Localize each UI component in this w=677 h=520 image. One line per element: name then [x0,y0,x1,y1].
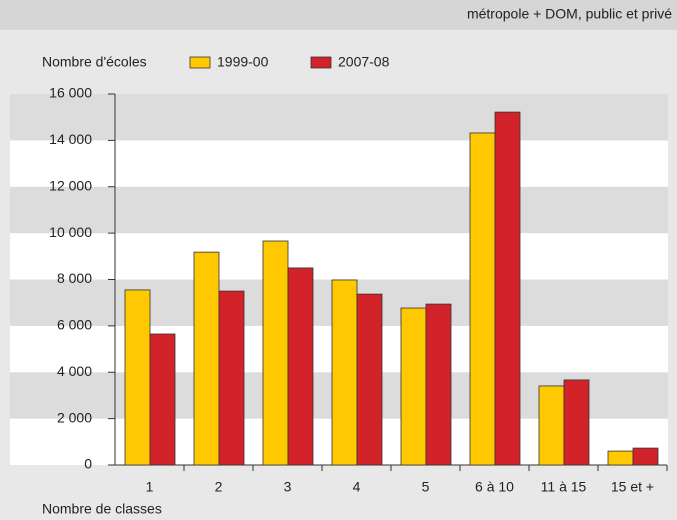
bar [193,251,220,466]
subtitle: métropole + DOM, public et privé [467,6,672,22]
y-tick-label: 2 000 [57,409,92,425]
bar [149,333,176,466]
x-tick-label: 15 et + [611,479,654,495]
bar [262,240,289,466]
x-tick-label: 1 [146,479,154,495]
x-tick-label: 2 [215,479,223,495]
bar [494,111,521,466]
grid-band [10,140,668,187]
bar [331,279,358,466]
bar [563,379,590,466]
y-tick-label: 12 000 [49,177,92,193]
y-tick-label: 0 [84,456,92,472]
grid-band [10,94,668,141]
y-tick-label: 8 000 [57,270,92,286]
x-tick-label: 6 à 10 [475,479,514,495]
y-axis-title: Nombre d'écoles [42,54,147,70]
y-tick-label: 16 000 [49,85,92,101]
bar [218,290,245,466]
bar [124,289,151,466]
bar [469,132,496,466]
x-tick-label: 5 [422,479,430,495]
x-tick-label: 3 [284,479,292,495]
x-tick-label: 11 à 15 [541,479,587,495]
header-band [0,0,677,30]
bar [538,385,565,466]
bar [287,267,314,466]
bar [607,450,634,466]
grid-band [10,233,668,280]
y-tick-label: 6 000 [57,317,92,333]
legend-label: 2007-08 [338,54,390,70]
legend-swatch [310,56,332,69]
bar [632,447,659,466]
bar [425,303,452,466]
y-tick-label: 10 000 [49,224,92,240]
bar [356,293,383,466]
bar [400,307,427,466]
x-tick-label: 4 [353,479,361,495]
y-tick-label: 14 000 [49,131,92,147]
grid-band [10,186,668,234]
legend-swatch [189,56,211,69]
x-axis-title: Nombre de classes [42,501,162,517]
y-tick-label: 4 000 [57,363,92,379]
legend-label: 1999-00 [217,54,269,70]
